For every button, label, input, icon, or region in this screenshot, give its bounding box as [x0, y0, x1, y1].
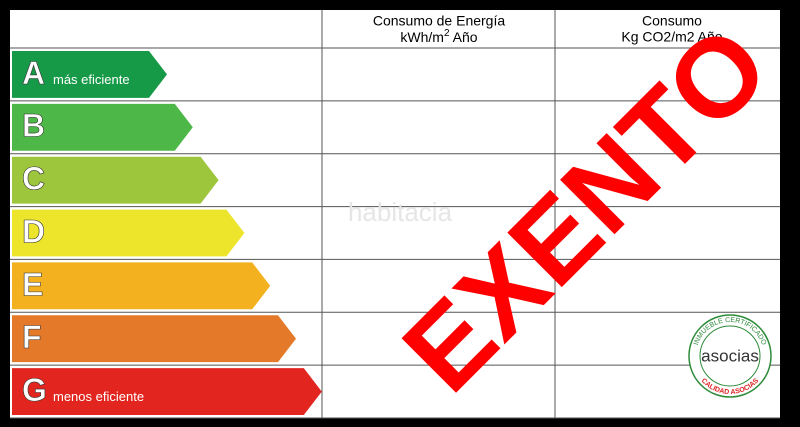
unit-text: kWh/m [400, 29, 444, 45]
rating-note: más eficiente [53, 72, 130, 87]
rating-arrow [12, 156, 219, 204]
rating-arrow [12, 262, 271, 310]
rating-letter: G [22, 372, 47, 408]
logo-inner-ring [699, 325, 761, 387]
unit-superscript: 2 [444, 28, 450, 39]
rating-letter: C [22, 161, 45, 197]
rating-letter: A [22, 55, 45, 91]
rating-letter: B [22, 108, 45, 144]
table-grid [10, 10, 780, 419]
emissions-title: Consumo [642, 13, 702, 29]
watermark: habitacia [348, 197, 453, 227]
rating-arrow [12, 103, 193, 151]
unit-suffix: Año [450, 29, 478, 45]
energy-unit: kWh/m2 Año [400, 28, 477, 45]
logo: INMUEBLE CERTIFICADO CALIDAD ASOCIAS aso… [688, 314, 772, 398]
energy-title: Consumo de Energía [373, 13, 506, 29]
emissions-unit: Kg CO2/m2 Año [621, 29, 722, 45]
rating-letter: F [22, 319, 42, 355]
rating-letter: D [22, 213, 45, 249]
rating-arrow [12, 315, 296, 363]
rating-note: menos eficiente [53, 389, 144, 404]
rating-arrow [12, 51, 167, 98]
rating-arrow [12, 368, 322, 415]
rating-letter: E [22, 266, 43, 302]
rating-arrow [12, 209, 245, 257]
logo-name: asocias [701, 346, 759, 365]
